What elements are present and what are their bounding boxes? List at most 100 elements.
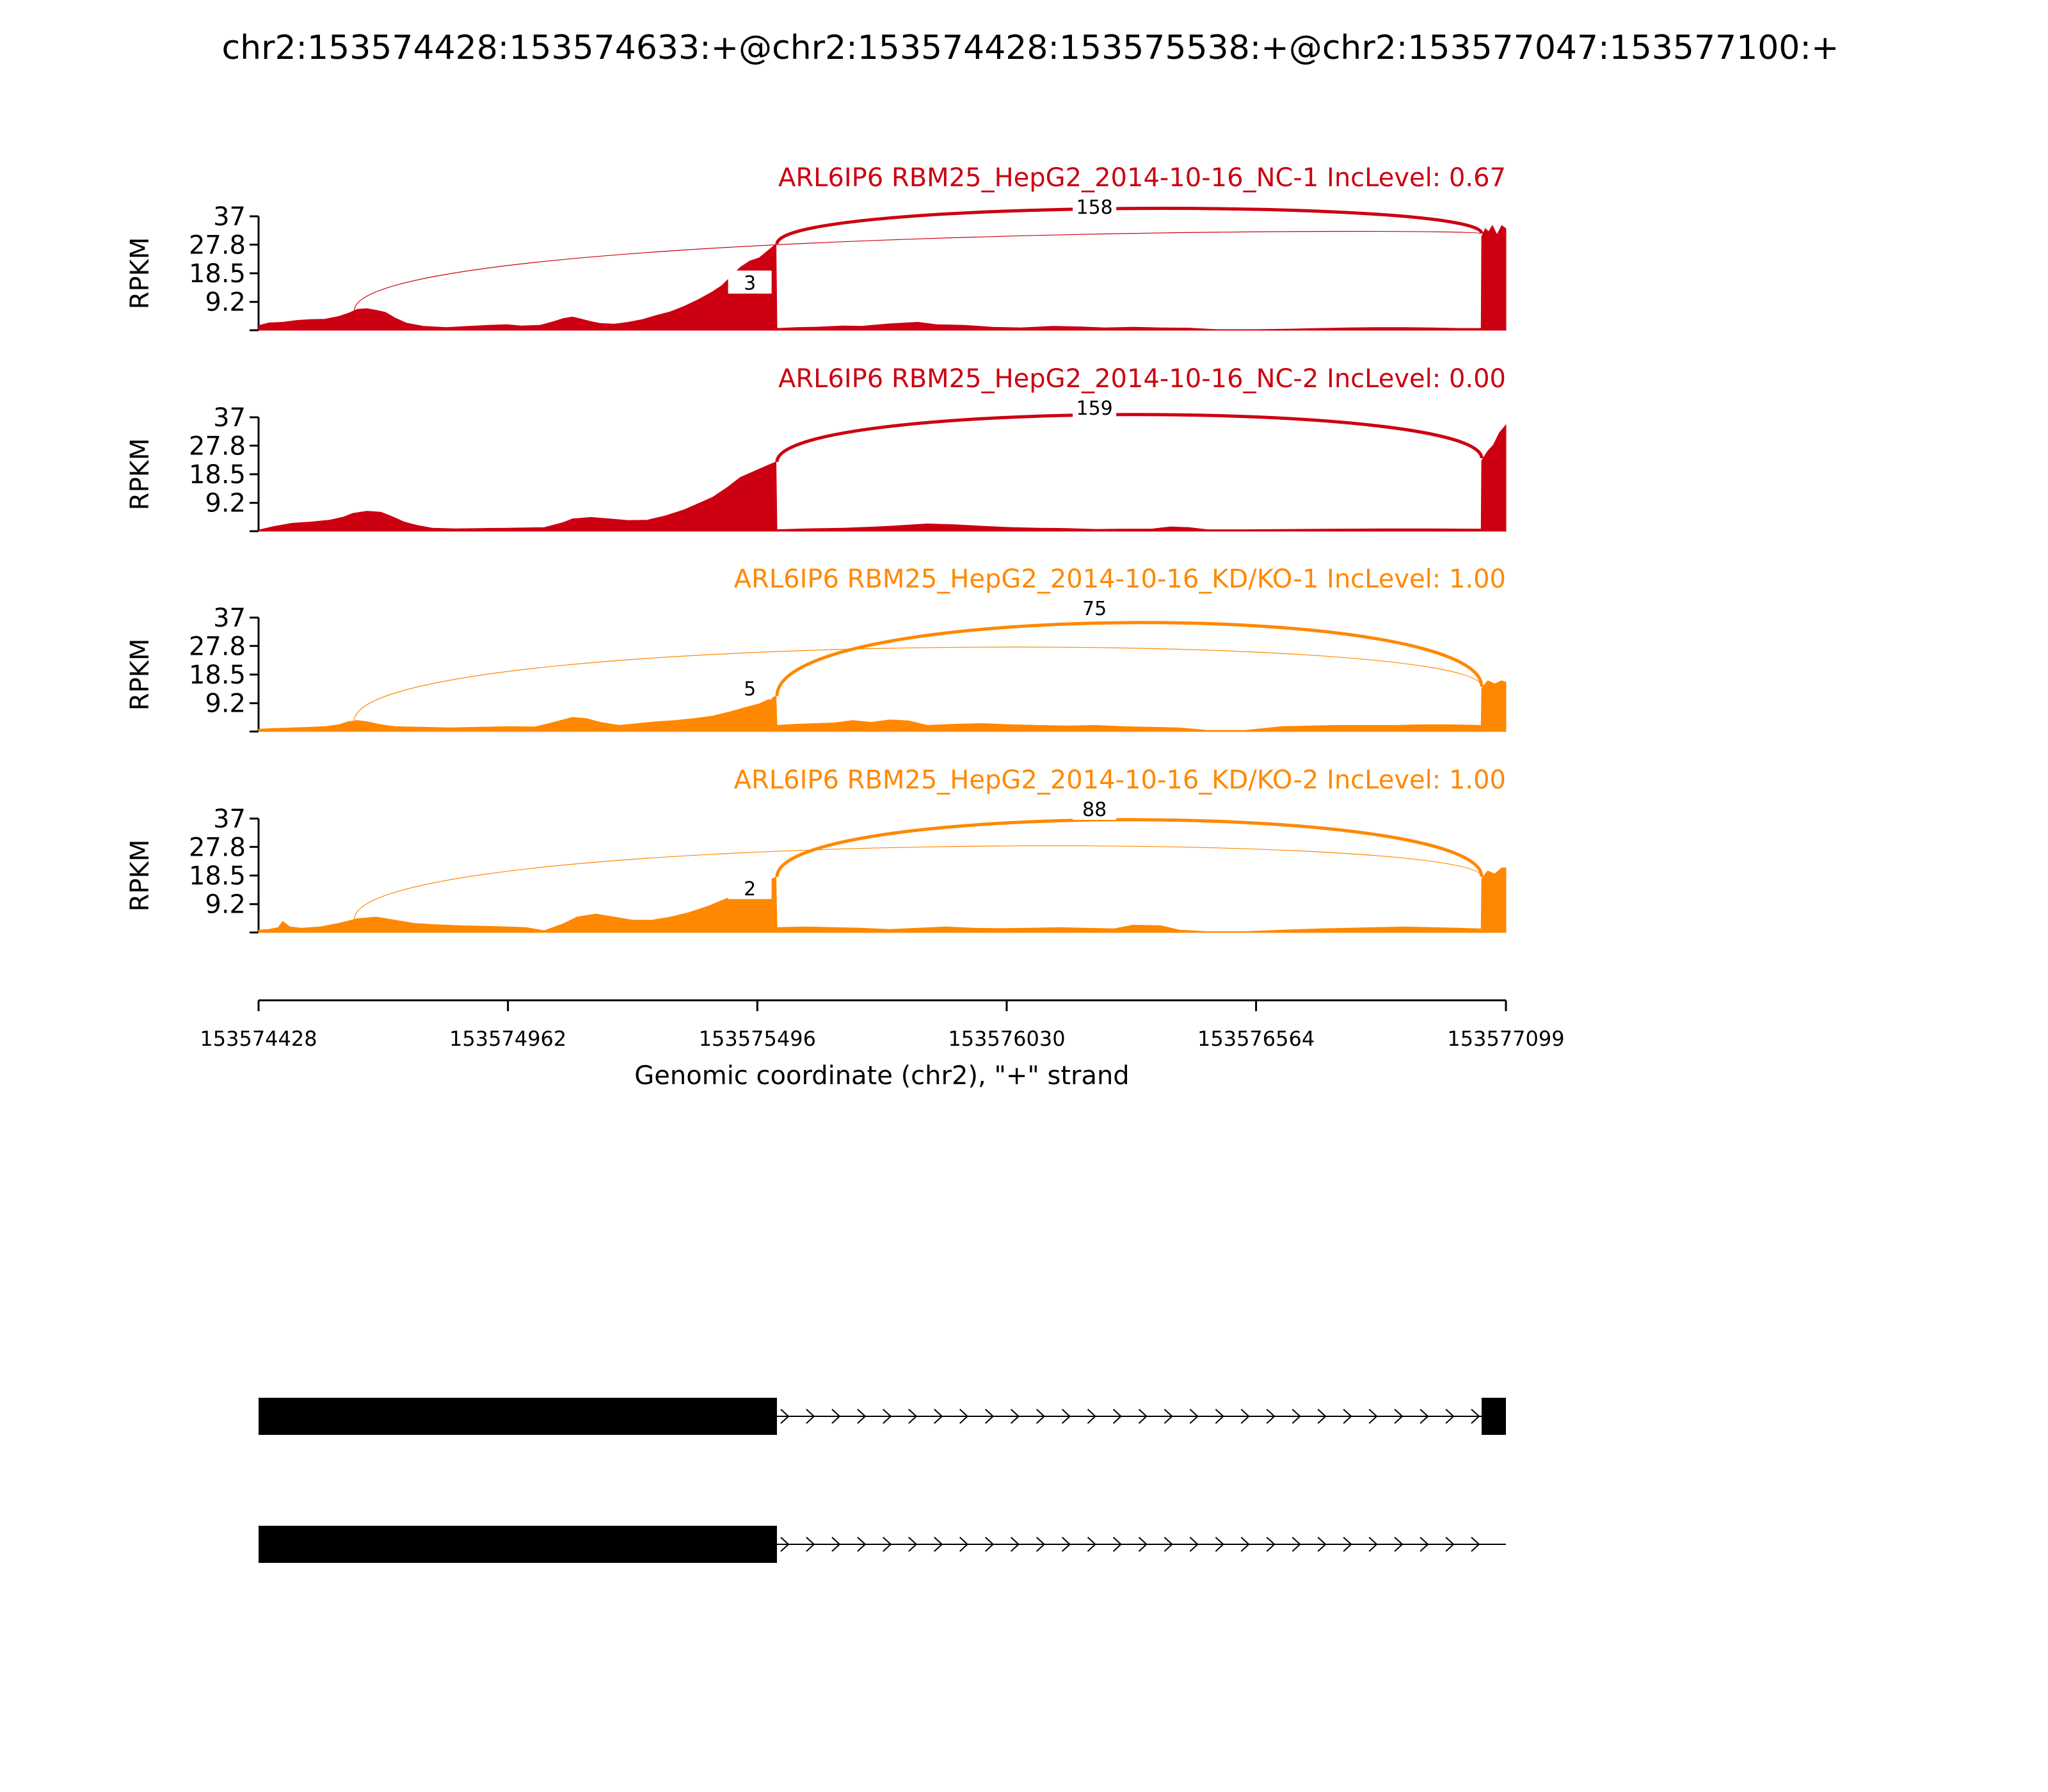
strand-arrow xyxy=(1036,1409,1046,1424)
strand-arrow xyxy=(806,1409,815,1424)
coverage-area xyxy=(258,867,1507,933)
strand-arrow xyxy=(1164,1409,1173,1424)
junction-arc xyxy=(354,646,1482,721)
y-tick-label: 9.2 xyxy=(205,890,246,920)
junction-count: 88 xyxy=(1082,799,1107,821)
junction-count-bg xyxy=(728,270,772,294)
strand-arrow xyxy=(1292,1537,1301,1552)
strand-arrow xyxy=(985,1537,995,1552)
strand-arrow xyxy=(1112,1409,1122,1424)
coverage-area xyxy=(258,225,1507,331)
strand-arrow xyxy=(1164,1537,1173,1552)
junction-count-bg xyxy=(1073,195,1117,218)
strand-arrow xyxy=(1368,1537,1378,1552)
track-label: ARL6IP6 RBM25_HepG2_2014-10-16_NC-1 IncL… xyxy=(778,163,1506,193)
strand-arrow xyxy=(780,1537,790,1552)
y-tick-label: 18.5 xyxy=(189,660,246,690)
plot-title: chr2:153574428:153574633:+@chr2:15357442… xyxy=(222,29,1839,67)
strand-arrow xyxy=(1036,1537,1046,1552)
track-1: ARL6IP6 RBM25_HepG2_2014-10-16_NC-1 IncL… xyxy=(125,163,1507,332)
strand-arrow xyxy=(1292,1409,1301,1424)
strand-arrow xyxy=(1445,1537,1455,1552)
strand-arrow xyxy=(908,1409,918,1424)
strand-arrow xyxy=(1266,1537,1276,1552)
junction-arc xyxy=(775,818,1484,877)
strand-arrow xyxy=(1061,1537,1071,1552)
y-axis-label: RPKM xyxy=(125,438,155,511)
strand-arrow xyxy=(1317,1409,1327,1424)
junction-count-bg xyxy=(728,876,772,899)
y-tick-label: 9.2 xyxy=(205,288,246,317)
strand-arrow xyxy=(831,1537,841,1552)
junction-count-bg xyxy=(1073,797,1117,820)
y-tick-label: 9.2 xyxy=(205,489,246,518)
junction-arc xyxy=(775,413,1484,463)
strand-arrow xyxy=(1471,1409,1480,1424)
junction-arc xyxy=(354,845,1482,920)
strand-arrow xyxy=(1420,1537,1429,1552)
strand-arrow xyxy=(1215,1409,1224,1424)
exon-block xyxy=(259,1526,777,1563)
junction-count: 3 xyxy=(744,273,756,295)
y-tick-label: 18.5 xyxy=(189,259,246,289)
y-tick-label: 27.8 xyxy=(189,833,246,862)
coverage-area xyxy=(258,424,1507,532)
strand-arrow xyxy=(1240,1409,1250,1424)
junction-count: 159 xyxy=(1076,397,1113,420)
strand-arrow xyxy=(806,1537,815,1552)
isoform-1 xyxy=(259,1398,1506,1435)
x-tick-label: 153576030 xyxy=(948,1027,1065,1051)
strand-arrow xyxy=(908,1537,918,1552)
x-tick-label: 153577099 xyxy=(1447,1027,1564,1051)
isoform-2 xyxy=(259,1526,1506,1563)
strand-arrow xyxy=(1138,1409,1148,1424)
strand-arrow xyxy=(1471,1537,1480,1552)
strand-arrow xyxy=(1317,1537,1327,1552)
strand-arrow xyxy=(1189,1537,1199,1552)
x-tick-label: 153574962 xyxy=(449,1027,566,1051)
track-3: ARL6IP6 RBM25_HepG2_2014-10-16_KD/KO-1 I… xyxy=(125,564,1507,733)
y-tick-label: 27.8 xyxy=(189,431,246,461)
strand-arrow xyxy=(959,1537,969,1552)
y-axis-label: RPKM xyxy=(125,237,155,310)
junction-count: 2 xyxy=(744,878,756,900)
strand-arrow xyxy=(857,1537,867,1552)
y-axis-label: RPKM xyxy=(125,639,155,711)
strand-arrow xyxy=(780,1409,790,1424)
strand-arrow xyxy=(1394,1537,1404,1552)
strand-arrow xyxy=(1215,1537,1224,1552)
y-tick-label: 9.2 xyxy=(205,689,246,719)
junction-count-bg xyxy=(1073,396,1117,419)
strand-arrow xyxy=(1061,1409,1071,1424)
track-2: ARL6IP6 RBM25_HepG2_2014-10-16_NC-2 IncL… xyxy=(125,364,1507,532)
exon-block xyxy=(1482,1398,1506,1435)
y-axis-label: RPKM xyxy=(125,840,155,912)
y-tick-label: 37 xyxy=(213,804,246,834)
y-tick-label: 18.5 xyxy=(189,460,246,490)
x-axis-label: Genomic coordinate (chr2), "+" strand xyxy=(634,1061,1129,1091)
x-tick-label: 153574428 xyxy=(200,1027,317,1051)
y-tick-label: 27.8 xyxy=(189,230,246,260)
strand-arrow xyxy=(883,1409,892,1424)
junction-arc xyxy=(775,621,1484,696)
track-4: ARL6IP6 RBM25_HepG2_2014-10-16_KD/KO-2 I… xyxy=(125,765,1507,934)
x-axis-ticks: 153574428 153574962 153575496 153576030 1535… xyxy=(200,1000,1565,1051)
junction-count-bg xyxy=(1073,596,1117,619)
strand-arrow xyxy=(1087,1537,1096,1552)
strand-arrow xyxy=(1010,1409,1020,1424)
junction-arc xyxy=(354,230,1482,311)
strand-arrow xyxy=(1266,1409,1276,1424)
strand-arrow xyxy=(1112,1537,1122,1552)
junction-arc xyxy=(775,207,1484,245)
y-tick-label: 18.5 xyxy=(189,861,246,891)
y-tick-label: 27.8 xyxy=(189,632,246,661)
track-label: ARL6IP6 RBM25_HepG2_2014-10-16_KD/KO-2 I… xyxy=(734,765,1506,795)
strand-arrow xyxy=(1343,1537,1352,1552)
exon-block xyxy=(259,1398,777,1435)
junction-count-bg xyxy=(728,676,772,700)
strand-arrow xyxy=(985,1409,995,1424)
strand-arrow xyxy=(934,1409,943,1424)
coverage-tracks: ARL6IP6 RBM25_HepG2_2014-10-16_NC-1 IncL… xyxy=(125,163,1507,934)
strand-arrow xyxy=(1343,1409,1352,1424)
